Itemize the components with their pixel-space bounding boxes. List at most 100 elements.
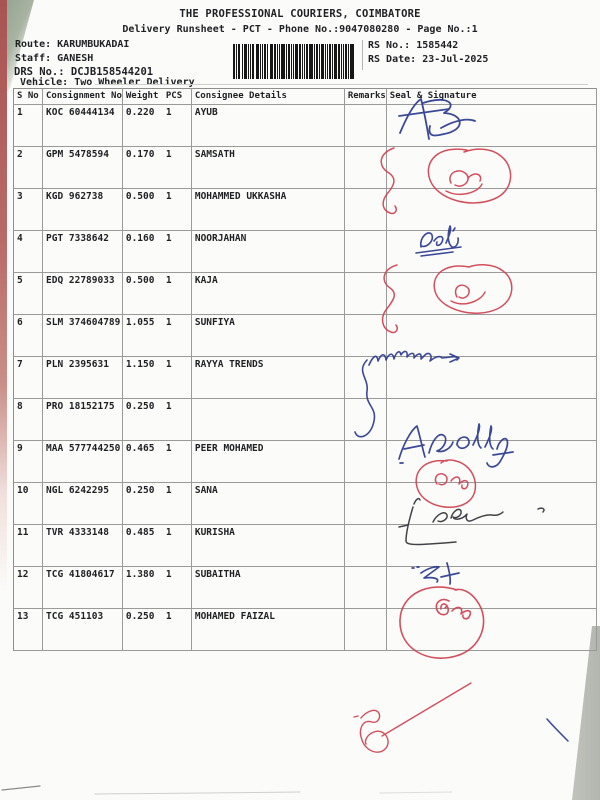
cell-weight: 0.500 (125, 191, 155, 202)
cell-seal-signature (386, 440, 597, 483)
cell-s-no: 8 (13, 398, 43, 441)
cell-seal-signature (386, 230, 597, 273)
cell-pcs: 1 (165, 149, 172, 160)
vehicle-line: Vehicle: Two Wheeler Delivery (20, 77, 195, 88)
cell-s-no: 12 (13, 566, 43, 609)
drs-line: DRS No.: DCJB158544201 (14, 66, 153, 78)
cell-pcs: 1 (165, 233, 172, 244)
cell-weight-pcs: 0.250 1 (122, 608, 192, 651)
cell-pcs: 1 (165, 401, 172, 412)
cell-pcs: 1 (165, 611, 172, 622)
cell-s-no: 11 (13, 524, 43, 567)
cell-pcs: 1 (165, 191, 172, 202)
document-title: THE PROFESSIONAL COURIERS, COIMBATORE (179, 8, 421, 20)
signature-bottom-red (353, 682, 472, 753)
cell-remarks (344, 524, 387, 567)
cell-consignee: NOORJAHAN (191, 230, 345, 273)
table-row: 4 PGT 7338642 0.160 1 NOORJAHAN (13, 230, 597, 273)
cell-weight-pcs: 0.220 1 (122, 104, 192, 147)
cell-consignee: PEER MOHAMED (191, 440, 345, 483)
cell-weight-pcs: 0.250 1 (122, 398, 192, 441)
cell-consignment: KOC 60444134 (42, 104, 123, 147)
staff-label: Staff: (15, 53, 52, 64)
cell-s-no: 2 (13, 146, 43, 189)
cell-consignment: SLM 374604789 (42, 314, 123, 357)
cell-consignment: MAA 577744250 (42, 440, 123, 483)
header-weight-pcs: Weight PCS (122, 88, 192, 105)
cell-consignment: PGT 7338642 (42, 230, 123, 273)
cell-pcs: 1 (165, 359, 172, 370)
table-row: 3 KGD 962738 0.500 1 MOHAMMED UKKASHA (13, 188, 597, 231)
cell-seal-signature (386, 398, 597, 441)
cell-weight: 0.485 (125, 527, 155, 538)
cell-consignment: EDQ 22789033 (42, 272, 123, 315)
cell-weight: 0.220 (125, 107, 155, 118)
cell-weight: 0.160 (125, 233, 155, 244)
barcode (233, 44, 354, 79)
pen-mark-bottom-right (546, 718, 569, 742)
cell-remarks (344, 188, 387, 231)
cell-consignee: SUBAITHA (191, 566, 345, 609)
rs-no-label: RS No.: (368, 40, 411, 51)
cell-seal-signature (386, 314, 597, 357)
cell-s-no: 9 (13, 440, 43, 483)
table-row: 10 NGL 6242295 0.250 1 SANA (13, 482, 597, 525)
cell-consignee: SUNFIYA (191, 314, 345, 357)
cell-pcs: 1 (165, 443, 172, 454)
header-s-no: S No (13, 88, 43, 105)
cell-s-no: 6 (13, 314, 43, 357)
cell-remarks (344, 230, 387, 273)
cell-consignment: NGL 6242295 (42, 482, 123, 525)
scan-left-edge-strip (0, 0, 7, 800)
cell-s-no: 4 (13, 230, 43, 273)
table-row: 12 TCG 41804617 1.380 1 SUBAITHA (13, 566, 597, 609)
cell-weight-pcs: 0.250 1 (122, 482, 192, 525)
cell-seal-signature (386, 524, 597, 567)
cell-s-no: 1 (13, 104, 43, 147)
staff-value: GANESH (57, 53, 94, 64)
table-row: 2 GPM 5478594 0.170 1 SAMSATH (13, 146, 597, 189)
cell-consignee: AYUB (191, 104, 345, 147)
rs-date-line: RS Date: 23-Jul-2025 (368, 54, 488, 65)
cell-seal-signature (386, 146, 597, 189)
cell-pcs: 1 (165, 569, 172, 580)
header-consignment-no: Consignment No (42, 88, 123, 105)
cell-consignment: KGD 962738 (42, 188, 123, 231)
route-value: KARUMBUKADAI (57, 39, 130, 50)
cell-s-no: 13 (13, 608, 43, 651)
cell-consignee (191, 398, 345, 441)
cell-consignee: SANA (191, 482, 345, 525)
rs-date-label: RS Date: (368, 54, 417, 65)
cell-remarks (344, 146, 387, 189)
rs-no-line: RS No.: 1585442 (368, 40, 458, 51)
cell-weight: 0.465 (125, 443, 155, 454)
cell-consignee: KAJA (191, 272, 345, 315)
cell-remarks (344, 104, 387, 147)
cell-s-no: 5 (13, 272, 43, 315)
cell-seal-signature (386, 482, 597, 525)
cell-weight-pcs: 0.160 1 (122, 230, 192, 273)
cell-consignment: GPM 5478594 (42, 146, 123, 189)
vehicle-value: Two Wheeler Delivery (74, 77, 195, 88)
cell-weight: 0.170 (125, 149, 155, 160)
cell-remarks (344, 272, 387, 315)
cell-weight-pcs: 0.170 1 (122, 146, 192, 189)
route-line: Route: KARUMBUKADAI (15, 39, 129, 50)
cell-weight: 0.250 (125, 401, 155, 412)
rs-no-value: 1585442 (416, 40, 459, 51)
cell-seal-signature (386, 104, 597, 147)
cell-consignee: MOHAMMED UKKASHA (191, 188, 345, 231)
cell-seal-signature (386, 356, 597, 399)
cell-s-no: 10 (13, 482, 43, 525)
vehicle-label: Vehicle: (20, 77, 69, 88)
route-label: Route: (15, 39, 52, 50)
cell-pcs: 1 (165, 317, 172, 328)
cell-seal-signature (386, 566, 597, 609)
document-subtitle: Delivery Runsheet - PCT - Phone No.:9047… (122, 24, 478, 35)
cell-weight: 0.500 (125, 275, 155, 286)
table-row: 6 SLM 374604789 1.055 1 SUNFIYA (13, 314, 597, 357)
cell-remarks (344, 482, 387, 525)
scan-bottom-edge-marks (1, 785, 453, 795)
cell-pcs: 1 (165, 275, 172, 286)
